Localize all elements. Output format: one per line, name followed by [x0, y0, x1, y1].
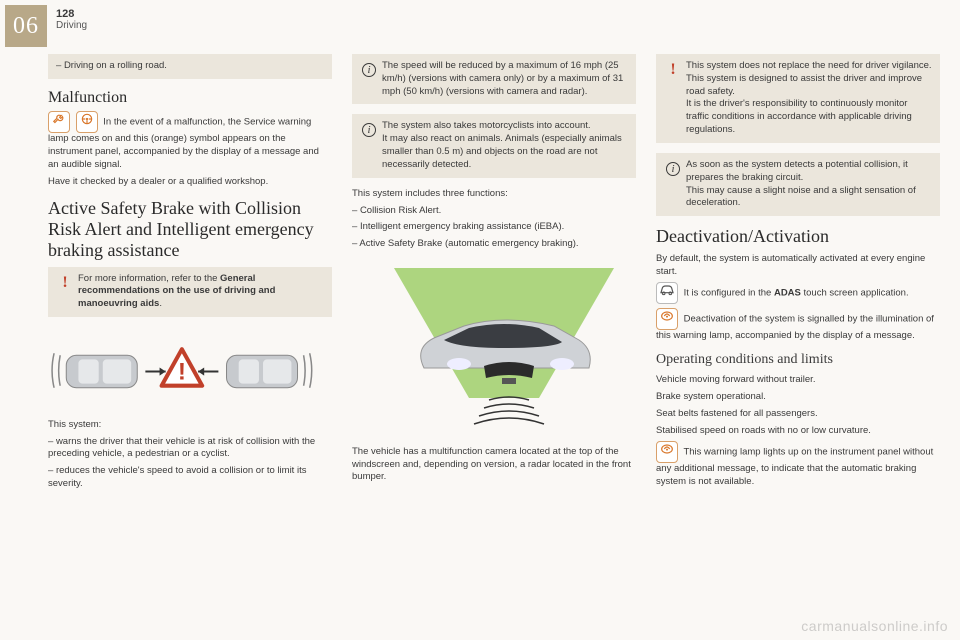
note-gr-suffix: . — [159, 298, 162, 309]
car-outline-icon — [656, 282, 678, 304]
figure-sensor-cone — [352, 263, 636, 433]
camera-description: The vehicle has a multifunction camera l… — [352, 446, 636, 484]
page-header: 128 Driving — [56, 8, 87, 31]
oper-line-1: Vehicle moving forward without trailer. — [656, 374, 940, 387]
vig-2: This system is designed to assist the dr… — [686, 73, 922, 97]
function-3: Active Safety Brake (automatic emergency… — [352, 238, 636, 251]
heading-malfunction: Malfunction — [48, 89, 332, 107]
note-vigilance-body: This system does not replace the need fo… — [686, 60, 932, 137]
svg-text:!: ! — [178, 359, 186, 386]
note-moto-1: The system also takes motorcyclists into… — [382, 120, 591, 131]
adas-bold: ADAS — [774, 288, 801, 299]
adas-suffix: touch screen application. — [801, 288, 909, 299]
note-rolling-road: Driving on a rolling road. — [48, 54, 332, 79]
oper-line-4: Stabilised speed on roads with no or low… — [656, 425, 940, 438]
heading-active-safety-brake: Active Safety Brake with Collision Risk … — [48, 198, 332, 260]
function-1: Collision Risk Alert. — [352, 205, 636, 218]
chapter-badge: 06 — [5, 5, 47, 47]
oper-lamp: This warning lamp lights up on the instr… — [656, 441, 940, 489]
note-motorcyclists: i The system also takes motorcyclists in… — [352, 114, 636, 177]
vig-3: It is the driver's responsibility to con… — [686, 98, 912, 135]
oper-line-2: Brake system operational. — [656, 391, 940, 404]
section-name: Driving — [56, 20, 87, 31]
bullet-rolling: Driving on a rolling road. — [56, 60, 167, 71]
column-1: Driving on a rolling road. Malfunction I… — [48, 54, 332, 630]
note-general-recommendations: ! For more information, refer to the Gen… — [48, 267, 332, 317]
figure-collision-warning: ! — [48, 335, 332, 406]
system-intro: This system: — [48, 419, 332, 432]
note-speed-body: The speed will be reduced by a maximum o… — [382, 60, 628, 98]
deactivation-lamp: Deactivation of the system is signalled … — [656, 308, 940, 343]
system-bullet-1: warns the driver that their vehicle is a… — [48, 436, 332, 462]
content-columns: Driving on a rolling road. Malfunction I… — [48, 54, 940, 630]
note-braking-circuit: i As soon as the system detects a potent… — [656, 153, 940, 216]
watermark: carmanualsonline.info — [801, 618, 948, 634]
adas-prefix: It is configured in the — [684, 288, 774, 299]
column-2: i The speed will be reduced by a maximum… — [352, 54, 636, 630]
wrench-icon — [48, 111, 70, 133]
brake-2: This may cause a slight noise and a slig… — [686, 185, 916, 209]
system-bullet-2: reduces the vehicle's speed to avoid a c… — [48, 465, 332, 491]
warning-lamp-icon — [656, 308, 678, 330]
info-icon: i — [360, 61, 378, 79]
function-2: Intelligent emergency braking assistance… — [352, 221, 636, 234]
warning-icon: ! — [664, 61, 682, 79]
vig-1: This system does not replace the need fo… — [686, 60, 932, 71]
note-moto-2: It may also react on animals. Animals (e… — [382, 133, 622, 170]
note-gr-body: For more information, refer to the Gener… — [78, 273, 324, 311]
deact-lamp-text: Deactivation of the system is signalled … — [656, 314, 934, 341]
oper-lamp-text: This warning lamp lights up on the instr… — [656, 447, 933, 487]
note-speed-reduction: i The speed will be reduced by a maximum… — [352, 54, 636, 104]
info-icon: i — [360, 121, 378, 139]
heading-operating-conditions: Operating conditions and limits — [656, 351, 940, 370]
note-moto-body: The system also takes motorcyclists into… — [382, 120, 628, 171]
functions-intro: This system includes three functions: — [352, 188, 636, 201]
note-driver-vigilance: ! This system does not replace the need … — [656, 54, 940, 143]
malfunction-text2: Have it checked by a dealer or a qualifi… — [48, 176, 332, 189]
adas-config: It is configured in the ADAS touch scree… — [656, 282, 940, 304]
note-gr-prefix: For more information, refer to the — [78, 273, 220, 284]
steering-wheel-icon — [76, 111, 98, 133]
page-number: 128 — [56, 8, 87, 20]
warning-icon: ! — [56, 274, 74, 292]
note-brake-body: As soon as the system detects a potentia… — [686, 159, 932, 210]
warning-lamp-icon — [656, 441, 678, 463]
oper-line-3: Seat belts fastened for all passengers. — [656, 408, 940, 421]
deactivation-body: By default, the system is automatically … — [656, 253, 940, 279]
heading-deactivation: Deactivation/Activation — [656, 226, 940, 247]
brake-1: As soon as the system detects a potentia… — [686, 159, 908, 183]
column-3: ! This system does not replace the need … — [656, 54, 940, 630]
info-icon: i — [664, 160, 682, 178]
malfunction-para: In the event of a malfunction, the Servi… — [48, 111, 332, 171]
